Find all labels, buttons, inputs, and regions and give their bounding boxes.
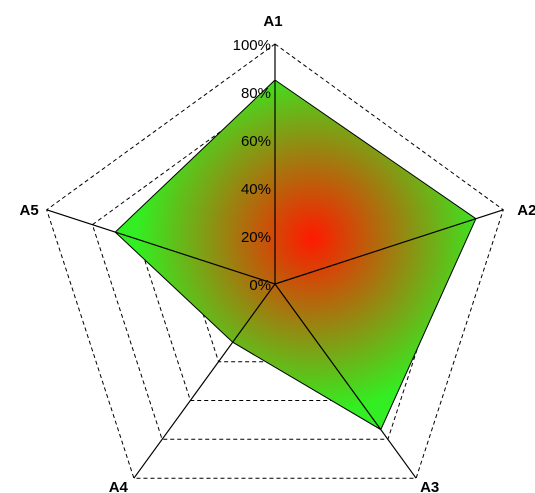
axis-line-a5 xyxy=(46,209,276,285)
axis-label-a1: A1 xyxy=(263,13,282,30)
axis-line-a2 xyxy=(274,209,504,285)
axis-label-layer: A1 A2 A3 A4 A5 xyxy=(20,13,535,493)
axis-line-a3 xyxy=(274,283,417,479)
tick-label-layer: 0% 20% 40% 60% 80% 100% xyxy=(233,37,271,294)
r-tick-label-80: 80% xyxy=(241,85,271,102)
axis-layer xyxy=(46,44,504,479)
r-tick-label-40: 40% xyxy=(241,181,271,198)
axis-label-a5: A5 xyxy=(20,202,39,219)
r-tick-label-0: 0% xyxy=(249,277,271,294)
axis-label-a4: A4 xyxy=(109,479,129,493)
axis-line-a4 xyxy=(133,283,276,479)
grid-ring-80 xyxy=(91,91,459,440)
r-tick-label-60: 60% xyxy=(241,133,271,150)
axis-label-a2: A2 xyxy=(517,202,535,219)
data-polygon xyxy=(114,79,477,431)
r-tick-label-20: 20% xyxy=(241,229,271,246)
r-tick-label-100: 100% xyxy=(233,37,271,54)
data-layer xyxy=(114,79,477,431)
axis-label-a3: A3 xyxy=(420,479,439,493)
